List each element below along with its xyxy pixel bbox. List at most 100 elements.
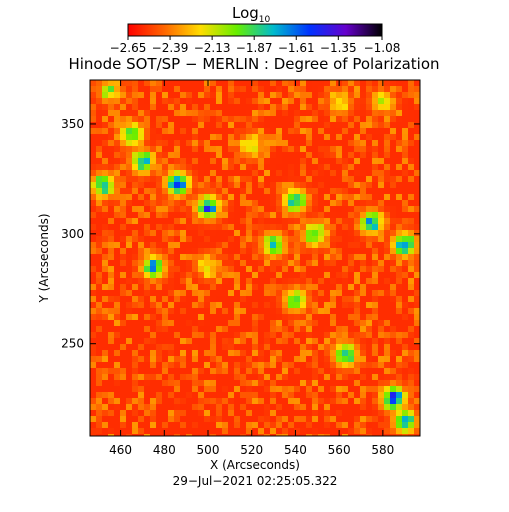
heatmap-cell <box>186 308 192 314</box>
heatmap-cell <box>174 134 180 140</box>
heatmap-cell <box>204 188 210 194</box>
heatmap-cell <box>360 128 366 134</box>
heatmap-cell <box>366 278 372 284</box>
heatmap-cell <box>396 278 402 284</box>
heatmap-cell <box>198 296 204 302</box>
heatmap-cell <box>288 374 294 380</box>
heatmap-cell <box>102 362 108 368</box>
heatmap-cell <box>150 182 156 188</box>
heatmap-cell <box>306 374 312 380</box>
heatmap-cell <box>318 122 324 128</box>
heatmap-cell <box>186 314 192 320</box>
heatmap-cell <box>270 272 276 278</box>
heatmap-cell <box>108 272 114 278</box>
heatmap-cell <box>396 110 402 116</box>
heatmap-cell <box>246 80 252 86</box>
heatmap-cell <box>318 296 324 302</box>
heatmap-cell <box>204 248 210 254</box>
heatmap-cell <box>414 242 420 248</box>
heatmap-cell <box>204 386 210 392</box>
heatmap-cell <box>246 404 252 410</box>
heatmap-cell <box>252 104 258 110</box>
heatmap-cell <box>318 422 324 428</box>
heatmap-cell <box>210 164 216 170</box>
heatmap-cell <box>186 398 192 404</box>
heatmap-cell <box>126 434 132 436</box>
heatmap-cell <box>90 98 96 104</box>
heatmap-cell <box>366 302 372 308</box>
heatmap-cell <box>132 392 138 398</box>
heatmap-cell <box>156 92 162 98</box>
heatmap-cell <box>144 158 150 164</box>
heatmap-cell <box>150 98 156 104</box>
heatmap-cell <box>390 314 396 320</box>
heatmap-cell <box>114 92 120 98</box>
heatmap-cell <box>90 128 96 134</box>
heatmap-cell <box>138 212 144 218</box>
heatmap-cell <box>132 182 138 188</box>
x-tick-label: 500 <box>197 443 220 457</box>
heatmap-cell <box>408 362 414 368</box>
heatmap-cell <box>234 110 240 116</box>
heatmap-cell <box>132 326 138 332</box>
heatmap-cell <box>336 320 342 326</box>
heatmap-cell <box>294 98 300 104</box>
heatmap-cell <box>198 188 204 194</box>
heatmap-cell <box>120 410 126 416</box>
heatmap-cell <box>324 302 330 308</box>
heatmap-cell <box>180 122 186 128</box>
heatmap-cell <box>120 272 126 278</box>
heatmap-cell <box>336 242 342 248</box>
heatmap-cell <box>102 158 108 164</box>
heatmap-cell <box>120 422 126 428</box>
heatmap-cell <box>240 158 246 164</box>
heatmap-cell <box>174 416 180 422</box>
heatmap-cell <box>198 344 204 350</box>
heatmap-cell <box>138 302 144 308</box>
heatmap-cell <box>240 416 246 422</box>
heatmap-cell <box>222 200 228 206</box>
heatmap-cell <box>240 260 246 266</box>
heatmap-cell <box>234 362 240 368</box>
heatmap-cell <box>396 98 402 104</box>
heatmap-cell <box>228 416 234 422</box>
heatmap-cell <box>300 128 306 134</box>
heatmap-cell <box>150 314 156 320</box>
heatmap-cell <box>312 410 318 416</box>
heatmap-cell <box>114 416 120 422</box>
heatmap-cell <box>102 392 108 398</box>
heatmap-cell <box>222 338 228 344</box>
heatmap-cell <box>138 170 144 176</box>
heatmap-cell <box>192 158 198 164</box>
heatmap-cell <box>372 128 378 134</box>
heatmap-cell <box>174 92 180 98</box>
heatmap-cell <box>192 182 198 188</box>
heatmap-cell <box>306 434 312 436</box>
heatmap-cell <box>174 326 180 332</box>
heatmap-cell <box>222 146 228 152</box>
heatmap-cell <box>414 428 420 434</box>
heatmap-cell <box>108 212 114 218</box>
heatmap-cell <box>258 134 264 140</box>
heatmap-cell <box>324 344 330 350</box>
heatmap-cell <box>312 266 318 272</box>
heatmap-cell <box>234 302 240 308</box>
heatmap-cell <box>186 422 192 428</box>
heatmap-cell <box>90 248 96 254</box>
heatmap-cell <box>198 116 204 122</box>
heatmap-cell <box>312 122 318 128</box>
heatmap-cell <box>354 416 360 422</box>
heatmap-cell <box>354 110 360 116</box>
heatmap-cell <box>276 308 282 314</box>
heatmap-cell <box>222 86 228 92</box>
heatmap-cell <box>120 338 126 344</box>
heatmap-cell <box>156 176 162 182</box>
heatmap-cell <box>324 206 330 212</box>
heatmap-cell <box>366 260 372 266</box>
heatmap-cell <box>102 182 108 188</box>
heatmap-cell <box>348 242 354 248</box>
heatmap-cell <box>210 248 216 254</box>
heatmap-cell <box>282 176 288 182</box>
heatmap-cell <box>192 296 198 302</box>
heatmap-cell <box>330 230 336 236</box>
